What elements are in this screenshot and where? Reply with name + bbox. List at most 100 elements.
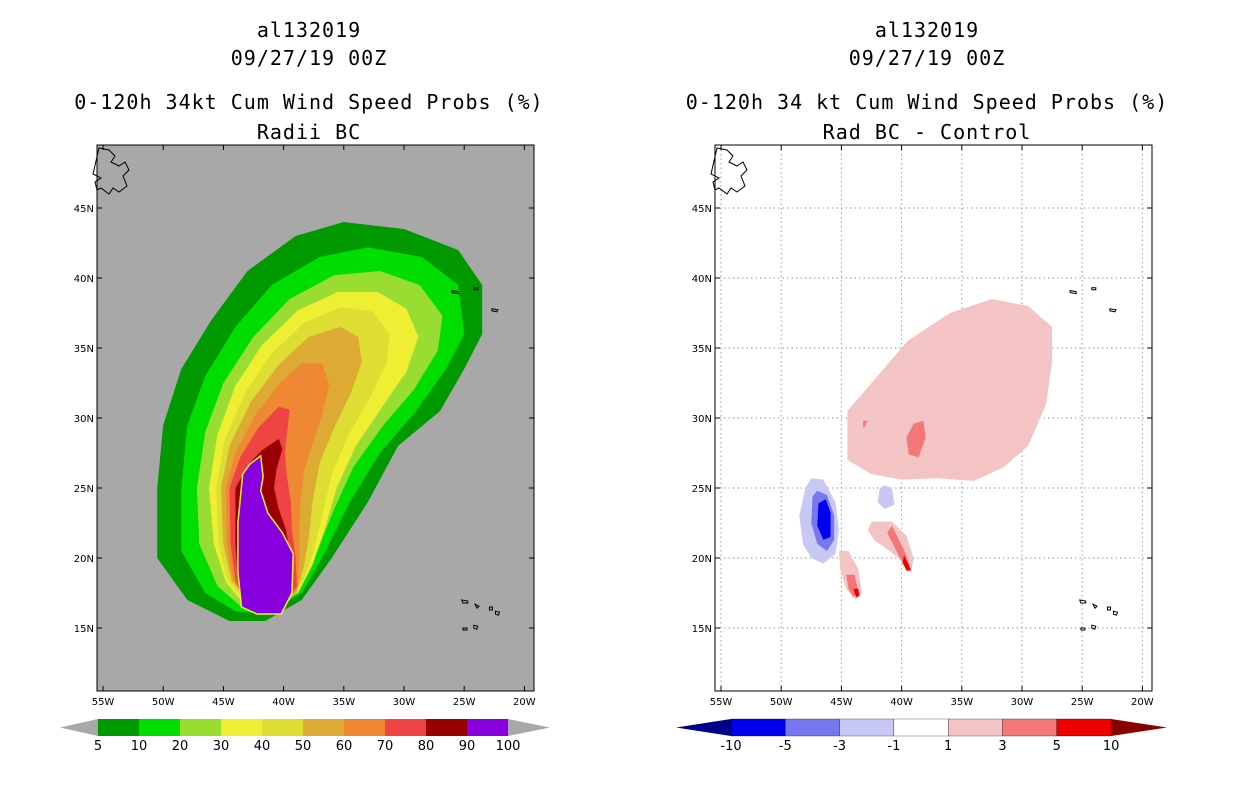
y-tick-label: 45N bbox=[692, 204, 712, 215]
colorbar-swatch bbox=[1002, 718, 1057, 737]
colorbar-swatch bbox=[303, 719, 344, 736]
datetime-right: 09/27/19 00Z bbox=[848, 46, 1006, 70]
coastline bbox=[488, 606, 493, 611]
colorbar-swatch bbox=[221, 719, 262, 736]
colorbar-under-arrow bbox=[60, 719, 98, 736]
coastline bbox=[1079, 599, 1087, 604]
colorbar-swatch bbox=[344, 719, 385, 736]
colorbar-label: 100 bbox=[496, 739, 521, 754]
y-tick-label: 35N bbox=[692, 344, 712, 355]
x-tick-label: 35W bbox=[950, 697, 973, 708]
storm-id-right: al132019 bbox=[874, 18, 980, 42]
coastline bbox=[1106, 606, 1111, 611]
coastline bbox=[473, 603, 480, 610]
y-tick-label: 30N bbox=[692, 414, 712, 425]
colorbar-label: 60 bbox=[336, 739, 353, 754]
coastline bbox=[1091, 603, 1098, 610]
colorbar-over-arrow bbox=[508, 719, 550, 736]
coastline bbox=[491, 308, 499, 313]
x-tick-label: 25W bbox=[1071, 697, 1094, 708]
coastline bbox=[92, 147, 130, 195]
contour-level-90 bbox=[237, 455, 294, 614]
chart-subtitle-left: Radii BC bbox=[256, 120, 362, 144]
y-tick-label: 45N bbox=[74, 204, 94, 215]
x-tick-label: 25W bbox=[453, 697, 476, 708]
chart-title-left: 0-120h 34kt Cum Wind Speed Probs (%) bbox=[74, 90, 544, 114]
x-tick-label: 40W bbox=[890, 697, 913, 708]
datetime-left: 09/27/19 00Z bbox=[230, 46, 388, 70]
coastline bbox=[1069, 290, 1077, 295]
x-tick-label: 50W bbox=[152, 697, 175, 708]
x-tick-label: 20W bbox=[1131, 697, 1154, 708]
coastline bbox=[461, 599, 469, 604]
y-tick-label: 25N bbox=[692, 484, 712, 495]
colorbar-swatch bbox=[785, 718, 840, 737]
panel-radii-bc: al132019 09/27/19 00Z 0-120h 34kt Cum Wi… bbox=[60, 18, 550, 754]
x-tick-label: 45W bbox=[830, 697, 853, 708]
panel-rad-bc-minus-control: al132019 09/27/19 00Z 0-120h 34 kt Cum W… bbox=[618, 0, 1236, 800]
coastline bbox=[1112, 610, 1119, 616]
coastline bbox=[473, 624, 479, 630]
contour-level-5 bbox=[902, 555, 912, 571]
x-tick-label: 55W bbox=[92, 697, 115, 708]
x-tick-label: 55W bbox=[710, 697, 733, 708]
colorbar-swatch bbox=[262, 719, 303, 736]
colorbar-label: 40 bbox=[254, 739, 271, 754]
x-tick-label: 45W bbox=[212, 697, 235, 708]
contour-level-3 bbox=[906, 420, 926, 458]
y-tick-label: 20N bbox=[74, 554, 94, 565]
y-tick-label: 25N bbox=[74, 484, 94, 495]
colorbar-swatch bbox=[139, 719, 180, 736]
colorbar-label: 1 bbox=[944, 739, 952, 754]
x-tick-label: 40W bbox=[272, 697, 295, 708]
colorbar-swatch bbox=[426, 719, 467, 736]
contour-level-neg1 bbox=[877, 485, 895, 509]
colorbar-under-arrow bbox=[676, 719, 731, 736]
coastline bbox=[451, 290, 459, 295]
coastline bbox=[710, 147, 748, 195]
probability-map-left: 55W 50W 45W 40W 35W 30W 25W 20W 15N 20N 25N 30N 35N 4… bbox=[60, 144, 550, 754]
coastline bbox=[1091, 287, 1097, 291]
colorbar-swatch bbox=[467, 719, 508, 736]
colorbar-label: 5 bbox=[1053, 739, 1061, 754]
colorbar-label: -5 bbox=[779, 739, 792, 754]
x-tick-label: 20W bbox=[513, 697, 536, 708]
colorbar-label: 50 bbox=[295, 739, 312, 754]
coastline bbox=[1091, 624, 1097, 630]
difference-map-right: 55W 50W 45W 40W 35W 30W 25W 20W 15N 20N 25N 30N 35N 4… bbox=[676, 144, 1168, 754]
colorbar-label: 90 bbox=[459, 739, 476, 754]
x-tick-label: 35W bbox=[332, 697, 355, 708]
contour-level-neg5 bbox=[817, 499, 831, 540]
colorbar-swatch bbox=[893, 718, 949, 737]
y-tick-label: 40N bbox=[692, 274, 712, 285]
coastline bbox=[473, 287, 479, 291]
y-tick-label: 40N bbox=[74, 274, 94, 285]
colorbar-swatch bbox=[385, 719, 426, 736]
coastline bbox=[1109, 308, 1117, 313]
x-tick-label: 50W bbox=[770, 697, 793, 708]
colorbar-label: 10 bbox=[1103, 739, 1120, 754]
y-tick-label: 15N bbox=[74, 624, 94, 635]
colorbar-label: -3 bbox=[833, 739, 846, 754]
storm-id-left: al132019 bbox=[256, 18, 362, 42]
colorbar-label: 70 bbox=[377, 739, 394, 754]
chart-title-right: 0-120h 34 kt Cum Wind Speed Probs (%) bbox=[685, 90, 1169, 114]
colorbar-label: 20 bbox=[172, 739, 189, 754]
colorbar-swatch bbox=[1056, 718, 1112, 737]
colorbar-swatch bbox=[98, 719, 139, 736]
coastline bbox=[1080, 627, 1086, 631]
colorbar-swatch bbox=[180, 719, 221, 736]
contour-level-3 bbox=[863, 420, 868, 428]
contour-rim bbox=[237, 454, 294, 615]
colorbar-swatch bbox=[948, 718, 1003, 737]
y-tick-label: 15N bbox=[692, 624, 712, 635]
colorbar-label: -1 bbox=[887, 739, 900, 754]
contour-level-1 bbox=[847, 299, 1053, 481]
colorbar-over-arrow bbox=[1111, 719, 1168, 736]
y-tick-label: 30N bbox=[74, 414, 94, 425]
colorbar-swatch bbox=[730, 718, 786, 737]
y-tick-label: 35N bbox=[74, 344, 94, 355]
x-tick-label: 30W bbox=[1011, 697, 1034, 708]
colorbar-label: 30 bbox=[213, 739, 230, 754]
colorbar-label: 5 bbox=[94, 739, 102, 754]
